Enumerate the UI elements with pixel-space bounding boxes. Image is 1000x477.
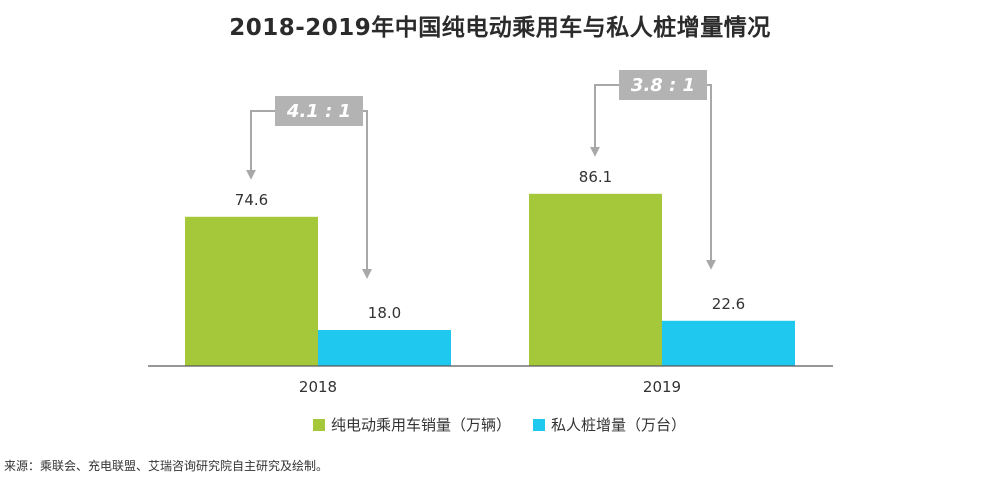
ratio-arrow-left-2019 — [590, 84, 619, 157]
bar-ev-sales-2019 — [529, 193, 662, 366]
source-note: 来源：乘联会、充电联盟、艾瑞咨询研究院自主研究及绘制。 — [4, 459, 329, 473]
bar-ev-sales-2018 — [185, 216, 318, 366]
legend-swatch-private-piles — [533, 419, 545, 431]
ratio-box-2018 — [275, 96, 363, 126]
data-label-ev-sales-2019: 86.1 — [579, 168, 612, 186]
legend-label-private-piles: 私人桩增量（万台） — [551, 416, 686, 434]
chart-title: 2018-2019年中国纯电动乘用车与私人桩增量情况 — [229, 15, 771, 41]
ratio-arrow-right-2019 — [706, 84, 716, 270]
data-label-private-piles-2018: 18.0 — [368, 304, 401, 322]
x-tick-label-2019: 2019 — [643, 378, 681, 396]
ratio-arrow-right-2018 — [362, 110, 372, 279]
ratio-box-2019 — [619, 70, 707, 100]
x-tick-label-2018: 2018 — [299, 378, 337, 396]
ratio-label-2018: 4.1 : 1 — [286, 101, 351, 122]
ratio-arrow-left-2018 — [246, 110, 275, 180]
bar-private-piles-2018 — [318, 330, 451, 366]
legend-swatch-ev-sales — [313, 419, 325, 431]
bar-private-piles-2019 — [662, 320, 795, 366]
data-label-ev-sales-2018: 74.6 — [235, 191, 268, 209]
legend-label-ev-sales: 纯电动乘用车销量（万辆） — [331, 416, 511, 434]
data-label-private-piles-2019: 22.6 — [712, 295, 745, 313]
ratio-label-2019: 3.8 : 1 — [631, 75, 695, 96]
